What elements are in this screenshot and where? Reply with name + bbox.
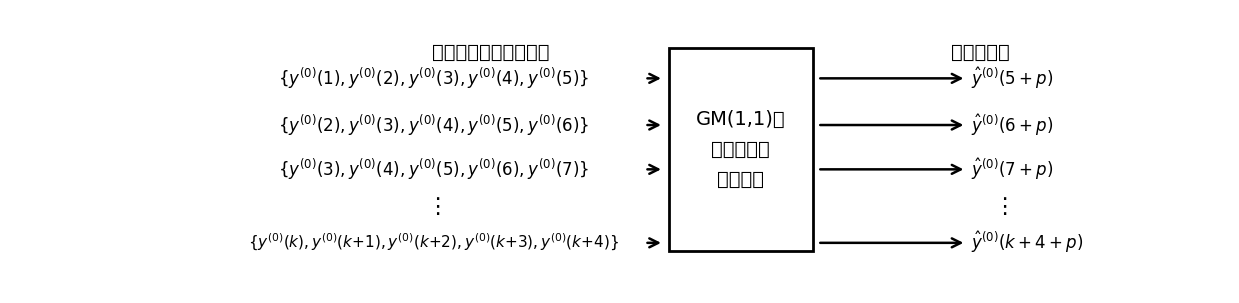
Text: 预测模型: 预测模型	[717, 170, 764, 189]
Text: $\{y^{(0)}(k),y^{(0)}(k{+}1),y^{(0)}(k{+}2),y^{(0)}(k{+}3),y^{(0)}(k{+}4)\}$: $\{y^{(0)}(k),y^{(0)}(k{+}1),y^{(0)}(k{+…	[248, 232, 618, 253]
Text: $\hat{y}^{(0)}(k+4+p)$: $\hat{y}^{(0)}(k+4+p)$	[971, 230, 1084, 255]
Text: $\hat{y}^{(0)}(7+p)$: $\hat{y}^{(0)}(7+p)$	[971, 157, 1053, 182]
FancyBboxPatch shape	[669, 48, 813, 251]
Text: $\vdots$: $\vdots$	[992, 195, 1007, 217]
Text: $\{y^{(0)}(3),y^{(0)}(4),y^{(0)}(5),y^{(0)}(6),y^{(0)}(7)\}$: $\{y^{(0)}(3),y^{(0)}(4),y^{(0)}(5),y^{(…	[278, 157, 589, 182]
Text: $\{y^{(0)}(2),y^{(0)}(3),y^{(0)}(4),y^{(0)}(5),y^{(0)}(6)\}$: $\{y^{(0)}(2),y^{(0)}(3),y^{(0)}(4),y^{(…	[278, 112, 589, 138]
Text: 料电池温度: 料电池温度	[711, 140, 769, 159]
Text: 燃料电池原始温度数据: 燃料电池原始温度数据	[432, 43, 550, 62]
Text: $\vdots$: $\vdots$	[426, 195, 441, 217]
Text: GM(1,1)燃: GM(1,1)燃	[696, 110, 786, 129]
Text: $\hat{y}^{(0)}(6+p)$: $\hat{y}^{(0)}(6+p)$	[971, 112, 1053, 138]
Text: 预测温度值: 预测温度值	[952, 43, 1010, 62]
Text: $\hat{y}^{(0)}(5+p)$: $\hat{y}^{(0)}(5+p)$	[971, 66, 1053, 91]
Text: $\{y^{(0)}(1),y^{(0)}(2),y^{(0)}(3),y^{(0)}(4),y^{(0)}(5)\}$: $\{y^{(0)}(1),y^{(0)}(2),y^{(0)}(3),y^{(…	[278, 66, 589, 91]
